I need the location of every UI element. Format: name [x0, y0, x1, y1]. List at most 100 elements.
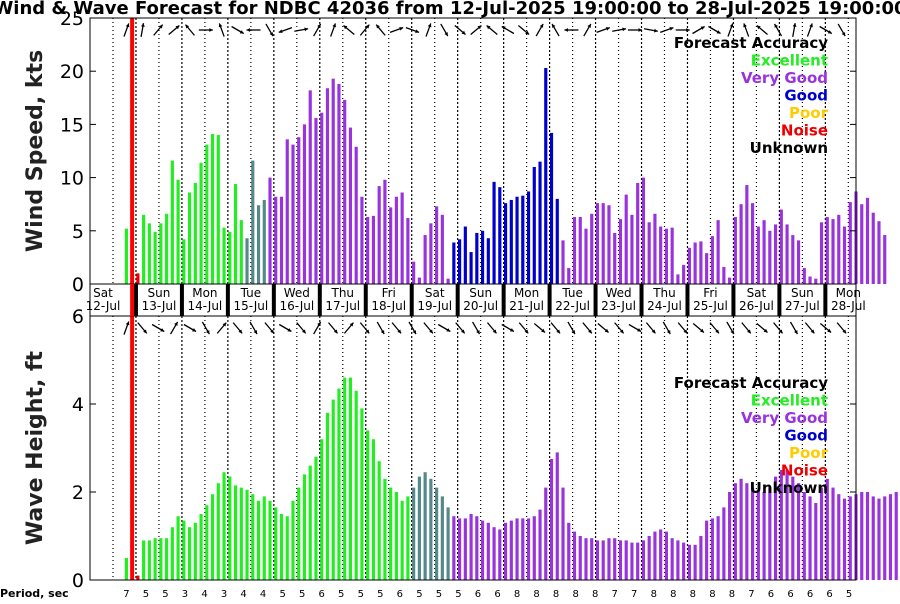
- date-label: 28-Jul: [831, 299, 866, 313]
- bar-wind: [193, 182, 197, 284]
- bar-wave: [768, 487, 772, 580]
- bar-wave: [124, 558, 128, 580]
- bar-wind: [440, 214, 444, 284]
- period-value: 5: [436, 589, 442, 600]
- direction-arrow: [564, 28, 579, 32]
- bar-wave: [285, 516, 289, 580]
- bar-wind: [170, 160, 174, 284]
- bar-wind: [515, 196, 519, 284]
- bar-wind: [291, 144, 295, 284]
- bar-wave: [595, 540, 600, 580]
- bar-wind: [848, 202, 852, 284]
- direction-arrow: [709, 322, 720, 334]
- bar-wind: [618, 219, 623, 284]
- bar-wave: [682, 542, 686, 580]
- direction-arrow: [405, 26, 420, 34]
- bar-wind: [394, 196, 398, 284]
- y-tick-label: 20: [60, 61, 84, 83]
- day-of-week-label: Sat: [425, 286, 445, 300]
- period-value: 8: [514, 589, 520, 600]
- bar-wave: [831, 487, 835, 580]
- bar-wave: [412, 487, 416, 580]
- day-of-week-label: Fri: [703, 286, 717, 300]
- bar-wind: [486, 238, 490, 284]
- date-label: 24-Jul: [647, 299, 682, 313]
- bar-wind: [279, 196, 284, 284]
- bar-wind: [503, 203, 508, 284]
- bar-wave: [371, 439, 375, 580]
- direction-arrow: [425, 23, 432, 37]
- legend-item: Very Good: [741, 69, 828, 87]
- direction-arrow: [232, 322, 243, 334]
- bar-wind: [773, 224, 778, 284]
- date-label: 18-Jul: [371, 299, 406, 313]
- direction-arrow: [692, 25, 705, 35]
- bar-wind: [147, 223, 151, 284]
- bar-wind: [463, 226, 467, 284]
- direction-arrow: [246, 28, 261, 32]
- bar-wave: [331, 399, 335, 580]
- legend-item: Excellent: [751, 52, 828, 70]
- current-time-band-marker: [130, 284, 135, 316]
- direction-arrow: [659, 26, 674, 34]
- bar-wind: [745, 185, 749, 284]
- direction-arrow: [216, 322, 227, 334]
- bar-wind: [595, 203, 600, 284]
- bar-wave: [584, 538, 588, 580]
- bar-wave: [406, 496, 410, 580]
- bar-wind: [377, 186, 381, 284]
- period-value: 8: [709, 589, 715, 600]
- bar-wave: [544, 487, 548, 580]
- bar-wind: [302, 124, 307, 285]
- bar-wind: [601, 203, 605, 284]
- date-label: 26-Jul: [739, 299, 774, 313]
- bar-wind: [630, 214, 634, 284]
- bar-wave: [653, 531, 657, 580]
- direction-arrow: [836, 322, 847, 334]
- direction-arrow: [278, 26, 293, 34]
- bar-wave: [572, 531, 577, 580]
- bar-wind: [182, 239, 186, 284]
- direction-arrow: [486, 322, 497, 334]
- bar-wind: [406, 218, 410, 284]
- bar-wave: [894, 492, 898, 580]
- direction-arrow: [440, 23, 449, 37]
- bar-wave: [389, 487, 393, 580]
- bar-wave: [481, 520, 485, 580]
- direction-arrow: [773, 23, 783, 37]
- bar-wave: [590, 538, 594, 580]
- bar-wave: [710, 518, 714, 580]
- direction-arrow: [643, 28, 658, 33]
- direction-arrow: [264, 322, 275, 334]
- y-tick-label: 5: [72, 221, 84, 243]
- bar-wave: [814, 503, 818, 580]
- day-of-week-label: Tue: [240, 286, 262, 300]
- bar-wave: [549, 459, 554, 580]
- bar-wave: [641, 540, 646, 580]
- bar-wave: [877, 498, 881, 580]
- bar-wave: [216, 483, 220, 580]
- period-value: 5: [455, 589, 461, 600]
- bar-wind: [808, 276, 812, 284]
- date-label: 12-Jul: [86, 299, 121, 313]
- bar-wave: [308, 465, 312, 580]
- bar-wind: [544, 68, 548, 284]
- bar-wind: [647, 222, 651, 284]
- bar-wave: [279, 514, 284, 580]
- date-label: 22-Jul: [555, 299, 590, 313]
- bar-wave: [492, 527, 496, 580]
- bar-wind: [222, 227, 226, 284]
- period-value: 6: [768, 589, 774, 600]
- day-of-week-label: Sat: [93, 286, 113, 300]
- bar-wave: [733, 483, 737, 580]
- bar-wave: [503, 522, 508, 580]
- direction-arrow: [343, 322, 354, 334]
- bar-wave: [779, 470, 783, 580]
- bar-wind: [636, 182, 640, 284]
- date-label: 17-Jul: [325, 299, 360, 313]
- day-separator: [225, 284, 230, 316]
- chart-title: Wind & Wave Forecast for NDBC 42036 from…: [0, 0, 900, 19]
- direction-arrow: [806, 23, 813, 37]
- direction-arrow: [819, 25, 833, 35]
- direction-arrow: [792, 22, 797, 38]
